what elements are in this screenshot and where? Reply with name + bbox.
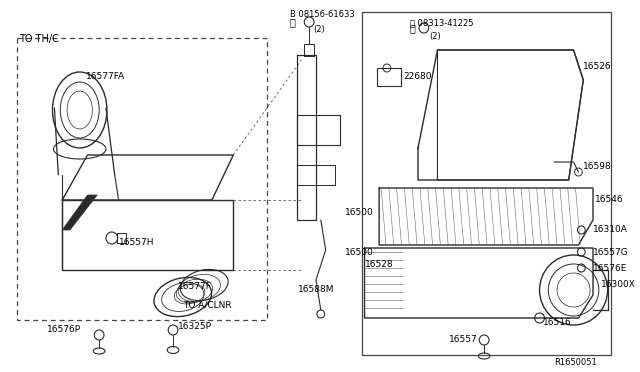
Text: 16576E: 16576E (593, 264, 627, 273)
Text: 16588M: 16588M (298, 285, 335, 294)
Bar (17, 38, 268, 320)
Text: 16576P: 16576P (47, 325, 81, 334)
Bar (362, 12, 611, 355)
Text: 16577F: 16577F (178, 282, 212, 291)
Text: 16325P: 16325P (178, 322, 212, 331)
Text: Ⓑ: Ⓑ (290, 17, 296, 27)
Text: (2): (2) (429, 32, 442, 41)
Text: 16500: 16500 (345, 248, 374, 257)
Text: TO TH/C: TO TH/C (19, 34, 60, 44)
Text: 16557H: 16557H (118, 238, 154, 247)
Text: TO A/CLNR: TO A/CLNR (183, 300, 232, 309)
Text: R1650051: R1650051 (554, 358, 597, 367)
Bar (377, 68, 401, 86)
Text: Ⓢ: Ⓢ (409, 23, 415, 33)
Text: 16516: 16516 (543, 318, 572, 327)
Bar (304, 44, 314, 56)
Text: (2): (2) (313, 25, 324, 34)
Text: 16310A: 16310A (593, 225, 628, 234)
Text: 16528: 16528 (365, 260, 393, 269)
Text: 16300X: 16300X (601, 280, 636, 289)
Text: 16557G: 16557G (593, 248, 628, 257)
Text: 16546: 16546 (595, 195, 623, 204)
Text: 16557: 16557 (449, 335, 478, 344)
Text: Ⓢ 08313-41225: Ⓢ 08313-41225 (410, 18, 474, 27)
Text: 16526: 16526 (583, 62, 612, 71)
Text: 16598: 16598 (583, 162, 612, 171)
Text: 22680: 22680 (403, 72, 432, 81)
Text: B 08156-61633: B 08156-61633 (290, 10, 355, 19)
Text: 16577FA: 16577FA (86, 72, 125, 81)
Bar (116, 233, 126, 243)
Polygon shape (62, 195, 97, 230)
Text: 16500: 16500 (345, 208, 374, 217)
